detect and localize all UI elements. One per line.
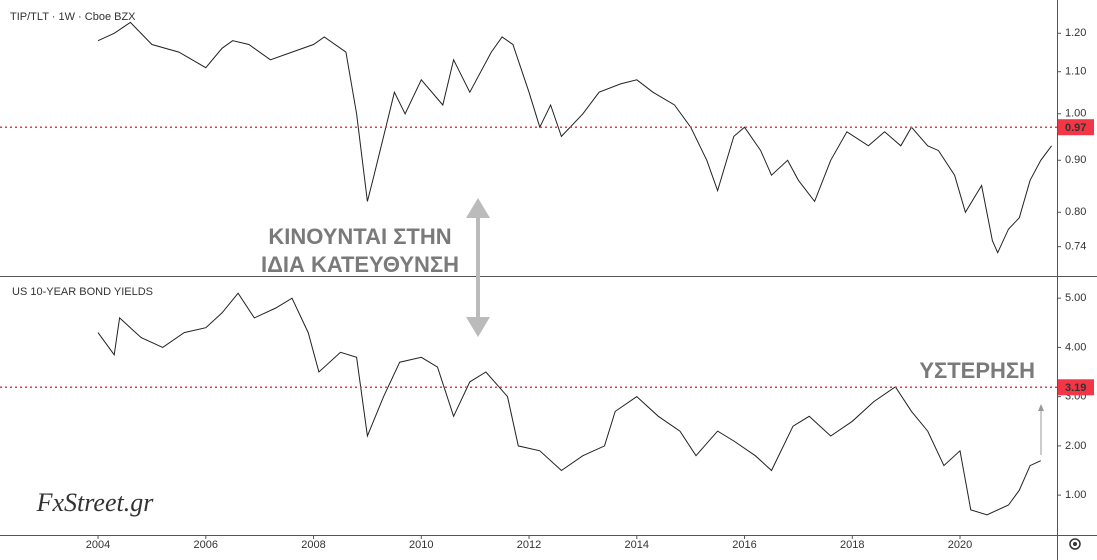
chart-title: US 10-YEAR BOND YIELDS xyxy=(12,286,153,298)
y-tick-label: 1.00 xyxy=(1065,108,1086,120)
annotation: ΥΣΤΕΡΗΣΗ xyxy=(919,358,1035,383)
annotation: ΚΙΝΟΥΝΤΑΙ ΣΤΗΝ xyxy=(268,224,451,249)
y-tick-label: 1.10 xyxy=(1065,66,1086,78)
x-tick-label: 2012 xyxy=(517,539,541,551)
y-tick-label: 0.80 xyxy=(1065,206,1086,218)
price-label-box xyxy=(1058,379,1094,396)
logo: FxStreet.gr xyxy=(36,488,155,517)
small-arrow xyxy=(1038,404,1044,455)
x-tick-label: 2014 xyxy=(625,539,649,551)
price-label-box xyxy=(1058,119,1094,136)
x-tick-label: 2018 xyxy=(840,539,864,551)
x-tick-label: 2016 xyxy=(732,539,756,551)
settings-icon[interactable] xyxy=(1069,538,1081,550)
double-arrow xyxy=(466,198,490,337)
chart-title: TIP/TLT · 1W · Cboe BZX xyxy=(10,11,136,23)
x-tick-label: 2004 xyxy=(86,539,110,551)
price-label: 3.19 xyxy=(1065,382,1086,394)
y-tick-label: 1.20 xyxy=(1065,27,1086,39)
price-label: 0.97 xyxy=(1065,122,1086,134)
series-line xyxy=(97,21,1053,254)
x-tick-label: 2008 xyxy=(301,539,325,551)
x-tick-label: 2020 xyxy=(948,539,972,551)
x-tick-label: 2010 xyxy=(409,539,433,551)
y-tick-label: 2.00 xyxy=(1065,440,1086,452)
y-tick-label: 0.90 xyxy=(1065,154,1086,166)
y-tick-label: 1.00 xyxy=(1065,489,1086,501)
y-tick-label: 5.00 xyxy=(1065,292,1086,304)
y-tick-label: 4.00 xyxy=(1065,341,1086,353)
x-tick-label: 2006 xyxy=(194,539,218,551)
series-line xyxy=(97,292,1042,516)
annotation: ΙΔΙΑ ΚΑΤΕΥΘΥΝΣΗ xyxy=(261,252,459,277)
y-tick-label: 0.74 xyxy=(1065,241,1086,253)
